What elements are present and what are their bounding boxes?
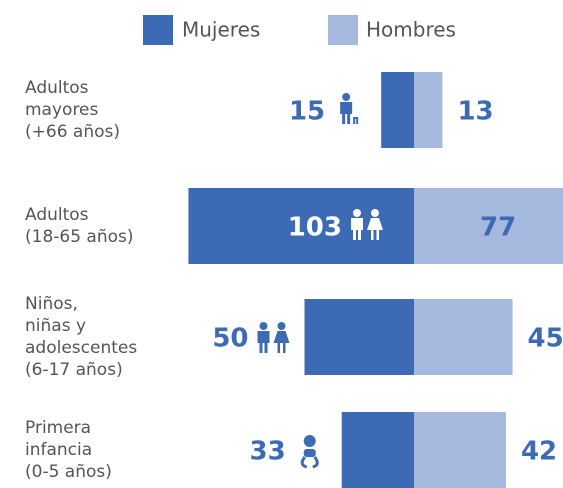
legend-label: Mujeres [182,18,260,42]
bar-hombres [414,72,443,148]
icon-head [353,209,361,217]
category-label: Niños, [25,294,78,314]
bar-hombres [414,188,563,264]
category-label: (18-65 años) [25,227,134,247]
bar-mujeres [304,299,414,375]
icon-body [257,331,270,353]
icon-body [351,218,363,240]
bar-mujeres [341,412,414,488]
category-label: Adultos [25,78,89,98]
icon-head [277,322,286,330]
category-label: mayores [25,100,99,120]
bar-mujeres [381,72,414,148]
icon-body [367,218,383,240]
category-label: niñas y [25,316,86,336]
value-label: 45 [528,324,563,354]
bar-hombres [414,412,506,488]
icon-head [259,322,268,330]
icon [300,435,319,469]
category-label: Adultos [25,205,89,225]
icon-legs [300,456,319,469]
value-label: 103 [288,213,342,243]
icon-body [340,102,353,124]
value-label: 77 [480,213,516,243]
icon-body [273,331,290,353]
legend-label: Hombres [366,18,456,42]
icon [257,322,290,353]
bar-hombres [414,299,513,375]
category-label: (0-5 años) [25,462,112,482]
legend-swatch [328,15,358,45]
icon-body [303,449,316,457]
value-label: 33 [250,437,286,467]
category-label: (+66 años) [25,122,120,142]
legend-swatch [143,15,173,45]
category-label: (6-17 años) [25,360,123,380]
category-label: infancia [25,440,92,460]
category-label: Primera [25,418,91,438]
icon-head [371,209,379,217]
icon-head [342,93,351,101]
icon-cane [353,117,359,124]
icon-head [303,435,316,447]
value-label: 15 [289,97,325,127]
category-label: adolescentes [25,338,137,358]
value-label: 13 [457,97,493,127]
value-label: 42 [521,437,557,467]
icon [351,209,383,240]
value-label: 50 [212,324,248,354]
icon [340,93,359,124]
